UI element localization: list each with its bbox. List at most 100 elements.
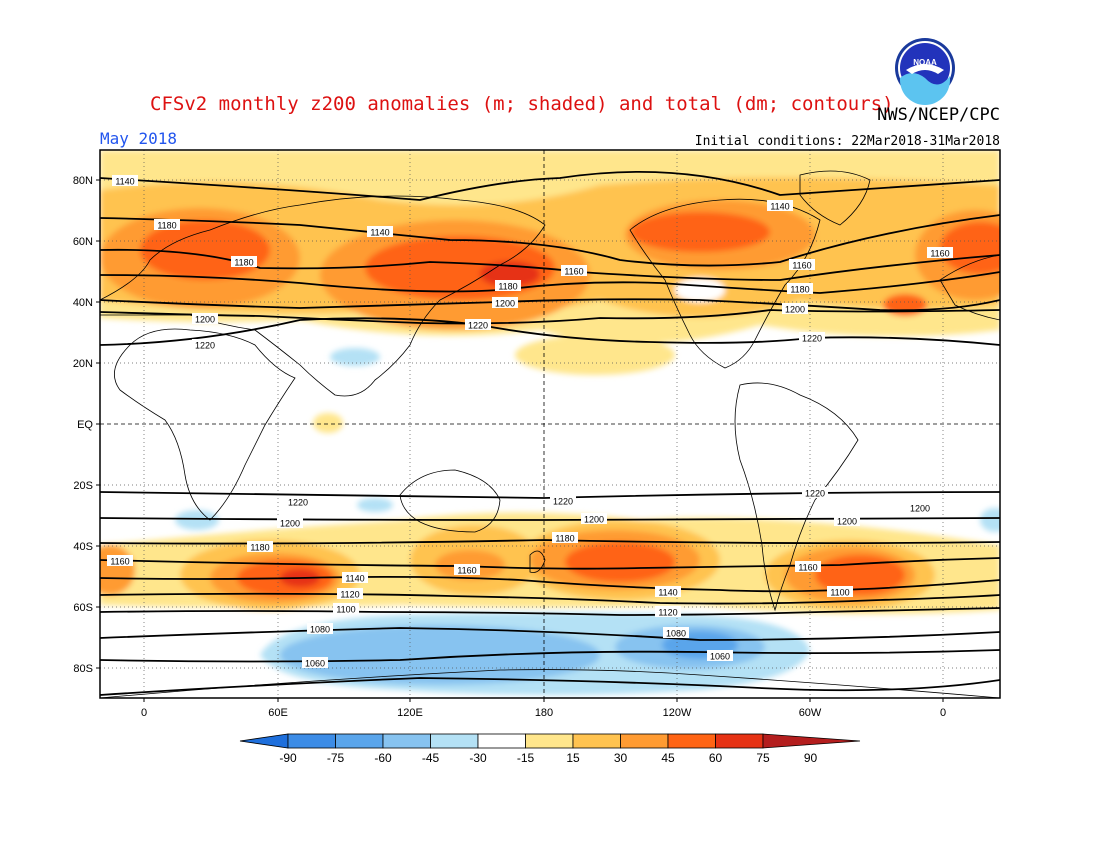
contour-value: 1180 xyxy=(250,543,269,553)
lat-label: 20S xyxy=(73,480,93,492)
north-america-outline xyxy=(629,198,821,369)
contour-value: 1220 xyxy=(802,334,822,344)
contour-label: 1180 xyxy=(552,532,578,544)
contour-value: 1180 xyxy=(555,534,574,544)
colorbar-label: 60 xyxy=(709,751,723,765)
contour-label: 1140 xyxy=(367,226,393,238)
lat-label: 20N xyxy=(73,358,93,370)
contour-value: 1200 xyxy=(280,519,300,529)
contour-value: 1100 xyxy=(830,588,849,598)
contour-label: 1100 xyxy=(827,586,853,598)
colorbar-label: -90 xyxy=(279,751,297,765)
contour-label: 1160 xyxy=(795,561,821,573)
contour-label: 1220 xyxy=(192,339,218,351)
colorbar-label: -45 xyxy=(422,751,440,765)
contour-value: 1220 xyxy=(195,341,215,351)
colorbar-right-arrow xyxy=(762,733,861,749)
contour-value: 1140 xyxy=(115,177,134,187)
lon-label: 60W xyxy=(799,707,822,719)
nh-positive-anomalies xyxy=(100,150,1000,433)
lat-axis: 80N 60N 40N 20N EQ 20S 40S 60S 80S xyxy=(73,175,100,675)
europe-right-outline xyxy=(939,254,1000,321)
contour-label: 1200 xyxy=(277,517,303,529)
contour-label: 1160 xyxy=(107,555,133,567)
contour-value: 1080 xyxy=(310,625,330,635)
contour-value: 1200 xyxy=(584,515,604,525)
colorbar-swatch xyxy=(572,733,621,749)
lon-label: 0 xyxy=(141,707,147,719)
lon-label: 180 xyxy=(535,707,553,719)
lat-label: 40N xyxy=(73,297,93,309)
contour-labels: 1140 1140 1140 1160 1180 1160 1180 1180 1180 1160… xyxy=(107,175,953,669)
chart-title: CFSv2 monthly z200 anomalies (m; shaded)… xyxy=(150,93,894,115)
contour-value: 1060 xyxy=(710,652,730,662)
contour-label: 1060 xyxy=(302,657,328,669)
colorbar-label: 90 xyxy=(804,751,818,765)
contour-label: 1200 xyxy=(907,502,933,514)
eurasia-outline xyxy=(100,195,546,397)
contour-label: 1220 xyxy=(799,332,825,344)
lat-label: EQ xyxy=(77,419,93,431)
contour-value: 1120 xyxy=(340,590,359,600)
colorbar-swatch xyxy=(715,733,764,749)
contour-label: 1160 xyxy=(789,259,815,271)
newzealand-outline xyxy=(529,550,546,573)
colorbar-label: 45 xyxy=(661,751,675,765)
anomaly-shading xyxy=(100,150,1000,695)
contour-value: 1160 xyxy=(110,557,129,567)
contour-value: 1200 xyxy=(910,504,930,514)
contour-value: 1220 xyxy=(468,321,488,331)
contour-value: 1200 xyxy=(837,517,857,527)
contour-label: 1180 xyxy=(787,283,813,295)
contour-value: 1140 xyxy=(370,228,389,238)
contour-value: 1180 xyxy=(234,258,253,268)
contour-value: 1200 xyxy=(785,305,805,315)
equator-dateline xyxy=(100,150,1000,698)
colorbar-swatch xyxy=(382,733,431,749)
contour-value: 1200 xyxy=(495,299,515,309)
contour-label: 1220 xyxy=(802,487,828,499)
contour-label: 1080 xyxy=(307,623,333,635)
noaa-logo: NOAA xyxy=(895,38,955,105)
contour-label: 1200 xyxy=(782,303,808,315)
contour-value: 1160 xyxy=(564,267,583,277)
contour-value: 1140 xyxy=(770,202,789,212)
contour-value: 1220 xyxy=(805,489,825,499)
contour-label: 1080 xyxy=(663,627,689,639)
colorbar-label: -30 xyxy=(469,751,487,765)
contour-value: 1060 xyxy=(305,659,325,669)
colorbar-label: -15 xyxy=(517,751,535,765)
contour-value: 1160 xyxy=(930,249,949,259)
contour-value: 1140 xyxy=(345,574,364,584)
total-contours xyxy=(100,171,1000,696)
contour-label: 1140 xyxy=(112,175,138,187)
contour-label: 1200 xyxy=(834,515,860,527)
contour-value: 1160 xyxy=(792,261,811,271)
contour-label: 1140 xyxy=(342,572,368,584)
contour-label: 1200 xyxy=(492,297,518,309)
contour-value: 1080 xyxy=(666,629,686,639)
contour-label: 1220 xyxy=(465,319,491,331)
colorbar-label: -75 xyxy=(327,751,345,765)
contour-label: 1180 xyxy=(154,219,180,231)
noaa-logo-text: NOAA xyxy=(913,58,937,67)
colorbar-swatch xyxy=(667,733,716,749)
colorbar-swatch xyxy=(335,733,384,749)
contour-label: 1200 xyxy=(192,313,218,325)
contour-label: 1220 xyxy=(285,496,311,508)
contour-value: 1180 xyxy=(790,285,809,295)
lon-label: 120W xyxy=(663,707,692,719)
lat-label: 40S xyxy=(73,541,93,553)
contour-value: 1140 xyxy=(658,588,677,598)
contour-value: 1100 xyxy=(336,605,355,615)
colorbar-label: 75 xyxy=(756,751,770,765)
contour-value: 1160 xyxy=(798,563,817,573)
contour-label: 1140 xyxy=(767,200,793,212)
contour-label: 1160 xyxy=(927,247,953,259)
contour-label: 1160 xyxy=(454,564,480,576)
contour-label: 1160 xyxy=(561,265,587,277)
contour-value: 1180 xyxy=(498,282,517,292)
contour-label: 1220 xyxy=(550,495,576,507)
init-conditions: Initial conditions: 22Mar2018-31Mar2018 xyxy=(695,134,1000,149)
lon-axis: 0 60E 120E 180 120W 60W 0 xyxy=(141,698,946,719)
